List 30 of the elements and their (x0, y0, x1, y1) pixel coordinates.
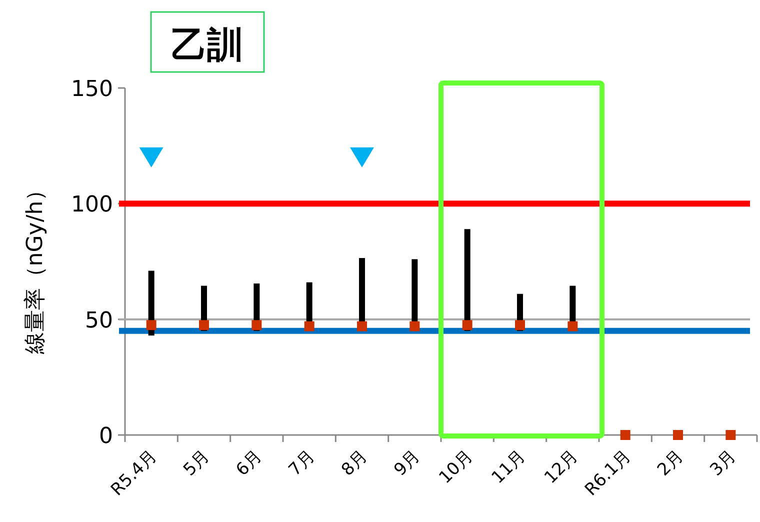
y-tick-label: 50 (85, 308, 113, 334)
point (139, 147, 164, 168)
point (620, 430, 630, 440)
point (673, 430, 683, 440)
y-tick-label: 150 (71, 77, 113, 102)
point (726, 430, 736, 440)
x-tick-label: 8月 (338, 446, 372, 480)
point (252, 320, 262, 330)
x-tick-label: 9月 (390, 446, 424, 480)
x-tick-label: 2月 (654, 446, 688, 480)
x-tick-label: 3月 (706, 446, 740, 480)
point (462, 320, 472, 330)
y-tick-label: 100 (71, 192, 113, 218)
point (350, 147, 374, 168)
point (199, 320, 209, 330)
x-tick-label: 5月 (180, 446, 214, 480)
x-tick-label: 6月 (232, 446, 266, 480)
chart-title: 乙訓 (171, 25, 243, 66)
point (515, 320, 525, 330)
point (410, 321, 420, 332)
x-tick-label: 12月 (540, 446, 582, 488)
y-axis-title: 線量率（nGy/h） (23, 178, 48, 356)
x-tick-label: 10月 (435, 446, 477, 488)
point (304, 321, 314, 332)
point (146, 320, 156, 330)
point (568, 321, 578, 332)
x-tick-label: 7月 (285, 446, 319, 480)
x-tick-label: 11月 (488, 446, 530, 488)
point (357, 321, 367, 332)
y-tick-label: 0 (99, 424, 113, 449)
